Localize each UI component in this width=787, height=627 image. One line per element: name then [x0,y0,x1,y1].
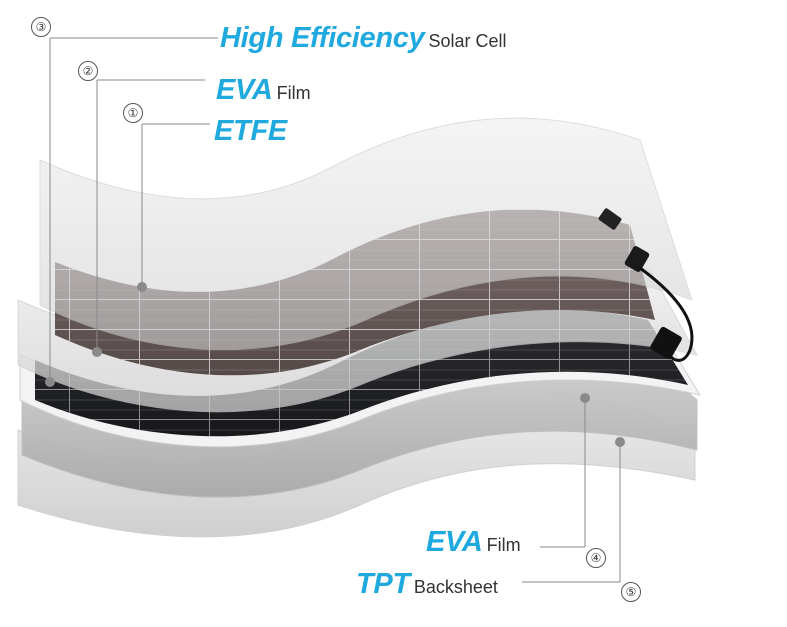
label-eva-upper-suffix: Film [276,83,311,103]
label-etfe: ETFE [214,117,291,146]
etfe-top-layer [39,117,693,351]
label-etfe-highlight: ETFE [214,115,287,147]
junction-box [598,208,694,362]
label-eva-upper-highlight: EVA [216,74,273,106]
layer-number-2: ② [78,61,98,81]
dot-solar-cell [45,377,55,387]
dot-eva-upper [92,347,102,357]
label-eva-lower-highlight: EVA [426,526,483,558]
label-eva-upper: EVA Film [216,76,311,105]
label-eva-lower-suffix: Film [486,535,521,555]
label-tpt-highlight: TPT [356,568,410,600]
layer-number-1: ① [123,103,143,123]
label-solar-cell-suffix: Solar Cell [428,31,507,51]
leader-lines [49,37,621,583]
layer-number-4: ④ [586,548,606,568]
label-solar-cell-highlight: High Efficiency [220,22,425,54]
leader-dots [45,282,625,447]
dot-tpt [615,437,625,447]
dot-etfe [137,282,147,292]
layer-number-3: ③ [31,17,51,37]
label-solar-cell: High Efficiency Solar Cell [220,24,507,53]
label-tpt: TPT Backsheet [356,570,498,599]
label-eva-lower: EVA Film [426,528,521,557]
dot-eva-lower [580,393,590,403]
layer-number-5: ⑤ [621,582,641,602]
label-tpt-suffix: Backsheet [413,577,498,597]
